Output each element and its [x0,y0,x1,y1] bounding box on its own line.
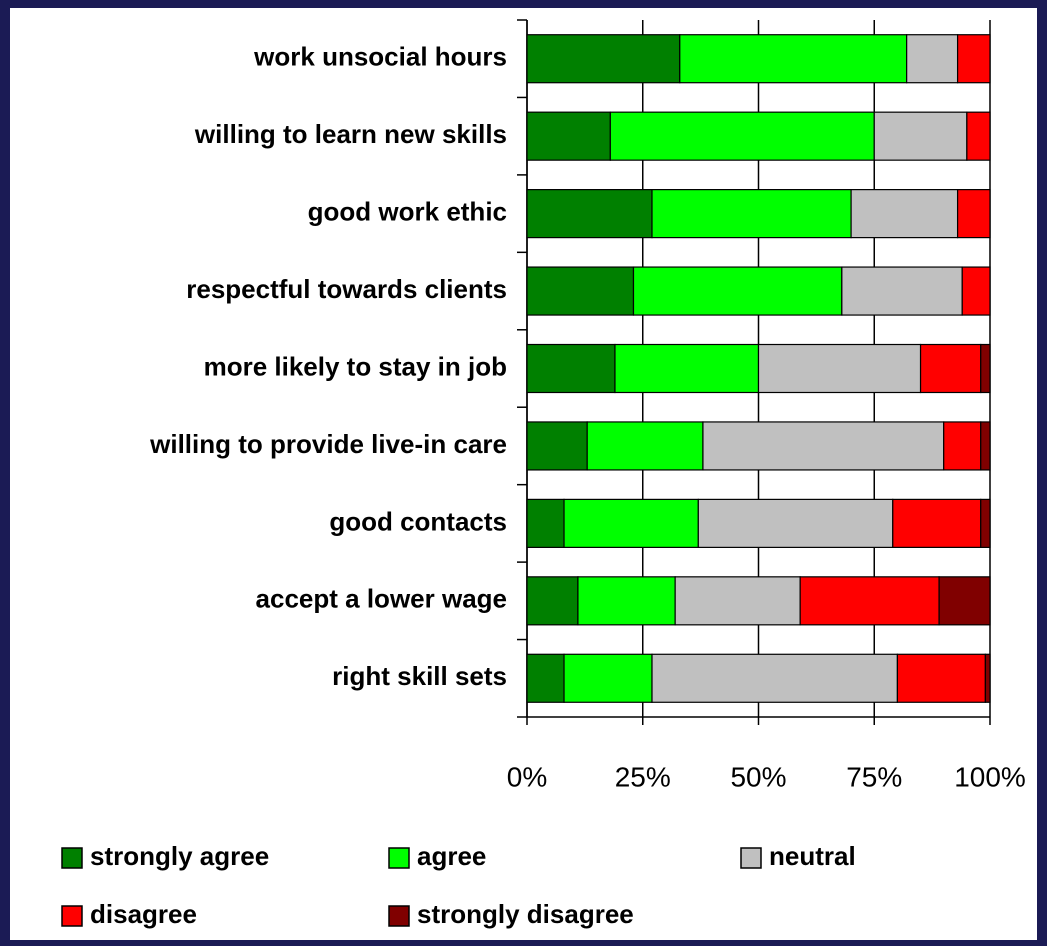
legend-swatch [61,905,83,927]
bar-segment [980,343,991,394]
panel [10,8,1037,940]
x-tick-label: 75% [846,761,902,792]
bar-segment [956,189,991,239]
bar-segment [906,34,959,84]
bar-segment [526,653,565,703]
bar-segment [980,498,991,548]
bar-segment [651,189,852,239]
bar-segment [586,421,704,471]
x-tick-label: 25% [615,761,671,792]
legend-swatch [388,905,410,927]
bar-segment [614,343,760,394]
bar-segment [679,34,908,84]
bar-segment [526,421,588,471]
x-tick-label: 50% [730,761,786,792]
bar-segment [632,266,843,316]
bar-segment [757,343,922,394]
bar-segment [841,266,963,316]
x-tick-label: 0% [507,761,547,792]
bar-segment [609,111,875,161]
legend-label: strongly agree [90,841,269,871]
bar-segment [850,189,959,239]
bar-segment [526,343,616,394]
bar-segment [526,266,635,316]
legend-label: agree [417,841,486,871]
category-label: good contacts [329,506,507,536]
legend-label: strongly disagree [417,899,634,929]
bar-segment [526,498,565,548]
legend-swatch [61,847,83,869]
legend-swatch [388,847,410,869]
bar-segment [651,653,899,703]
category-label: accept a lower wage [256,584,507,614]
legend-swatch [740,847,762,869]
legend-label: neutral [769,841,856,871]
category-label: more likely to stay in job [204,351,507,381]
category-label: willing to provide live-in care [149,429,507,459]
category-label: work unsocial hours [253,42,507,72]
category-label: willing to learn new skills [194,119,507,149]
bar-segment [526,34,681,84]
bar-segment [966,111,991,161]
bar-segment [938,576,991,626]
bar-segment [674,576,801,626]
bar-segment [577,576,676,626]
bar-segment [961,266,991,316]
bar-segment [563,498,699,548]
bar-segment [799,576,940,626]
category-label: good work ethic [308,196,507,226]
bar-segment [702,421,945,471]
x-tick-label: 100% [954,761,1026,792]
category-label: right skill sets [332,661,507,691]
bar-segment [984,653,991,703]
bar-segment [697,498,894,548]
category-label: respectful towards clients [186,274,507,304]
bar-segment [563,653,653,703]
bar-segment [526,576,579,626]
bar-segment [873,111,968,161]
bar-segment [892,498,982,548]
bar-segment [919,343,982,394]
bar-segment [896,653,986,703]
legend-label: disagree [90,899,197,929]
bar-segment [526,189,653,239]
bar-segment [980,421,991,471]
bar-segment [526,111,611,161]
bar-segment [943,421,982,471]
bar-segment [956,34,991,84]
